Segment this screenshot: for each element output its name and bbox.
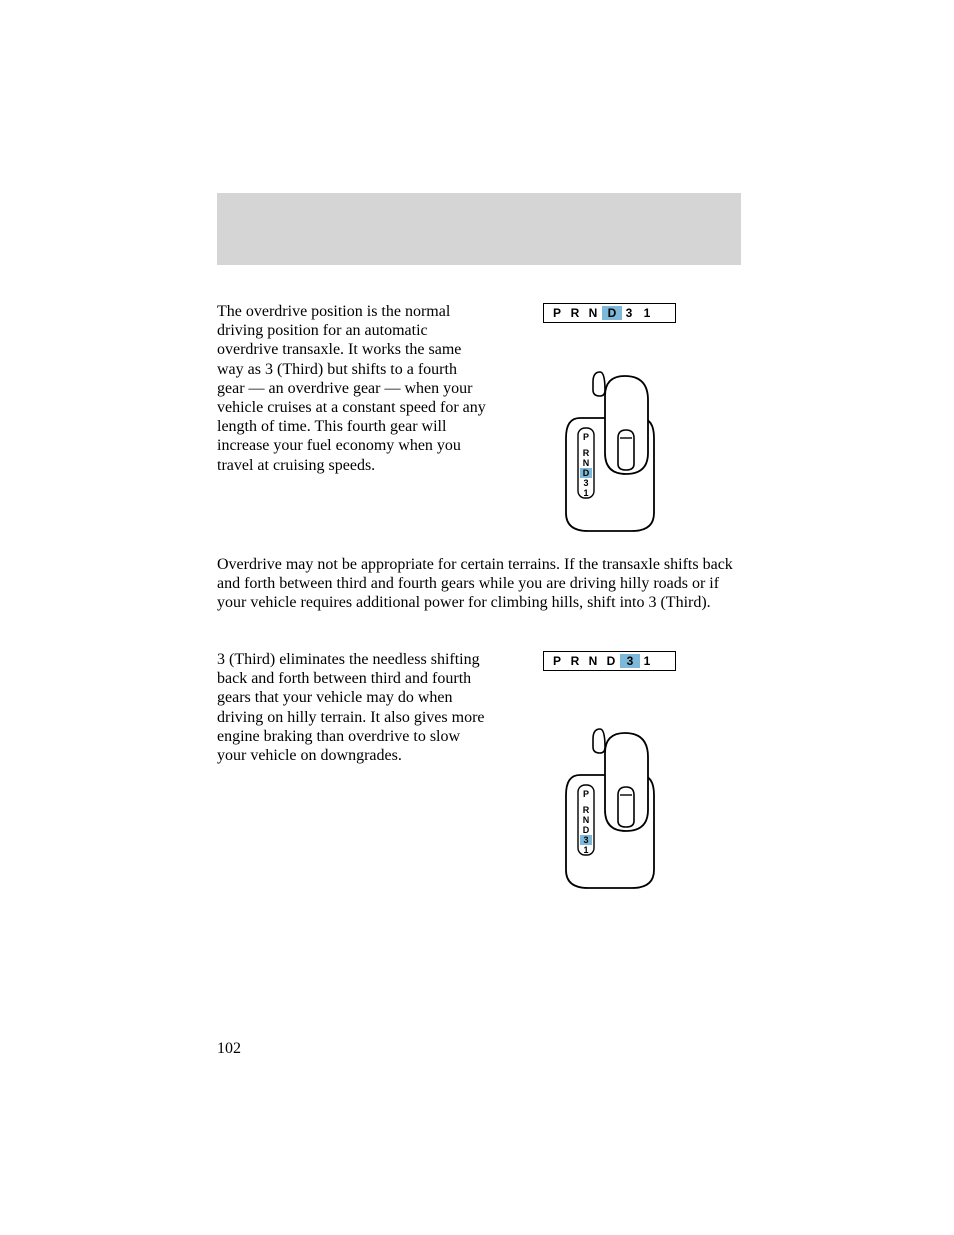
- shifter-label: P: [583, 789, 589, 799]
- shifter-label-highlighted: 3: [583, 835, 588, 845]
- gear-label: P: [548, 306, 566, 320]
- gear-label: D: [602, 654, 620, 668]
- gear-indicator-3: P R N D 3 1: [543, 651, 676, 671]
- header-band: [217, 193, 741, 265]
- shifter-diagram-3: P R N D 3 1: [560, 725, 660, 895]
- gear-label: R: [566, 654, 584, 668]
- paragraph-third: 3 (Third) eliminates the needless shifti…: [217, 650, 487, 765]
- gear-label-highlighted: D: [602, 306, 620, 320]
- page-number: 102: [217, 1040, 241, 1058]
- shifter-label: 3: [583, 478, 588, 488]
- gear-label: 3: [620, 306, 638, 320]
- gear-label: P: [548, 654, 566, 668]
- gear-label: N: [584, 306, 602, 320]
- shifter-diagram-d: P R N D 3 1: [560, 368, 660, 538]
- shifter-label: N: [583, 458, 590, 468]
- gear-label: N: [584, 654, 602, 668]
- gear-label-highlighted: 3: [620, 654, 638, 668]
- shifter-label-highlighted: D: [583, 468, 590, 478]
- shifter-label: R: [583, 448, 590, 458]
- shifter-label: 1: [583, 845, 588, 855]
- paragraph-overdrive-terrain: Overdrive may not be appropriate for cer…: [217, 555, 741, 613]
- gear-indicator-d: P R N D 3 1: [543, 303, 676, 323]
- shifter-label: D: [583, 825, 590, 835]
- shifter-label: R: [583, 805, 590, 815]
- shifter-label: P: [583, 432, 589, 442]
- shifter-label: N: [583, 815, 590, 825]
- gear-label: 1: [638, 654, 656, 668]
- shifter-label: 1: [583, 488, 588, 498]
- gear-label: R: [566, 306, 584, 320]
- paragraph-overdrive: The overdrive position is the normal dri…: [217, 302, 487, 475]
- page: The overdrive position is the normal dri…: [0, 0, 954, 1235]
- gear-label: 1: [638, 306, 656, 320]
